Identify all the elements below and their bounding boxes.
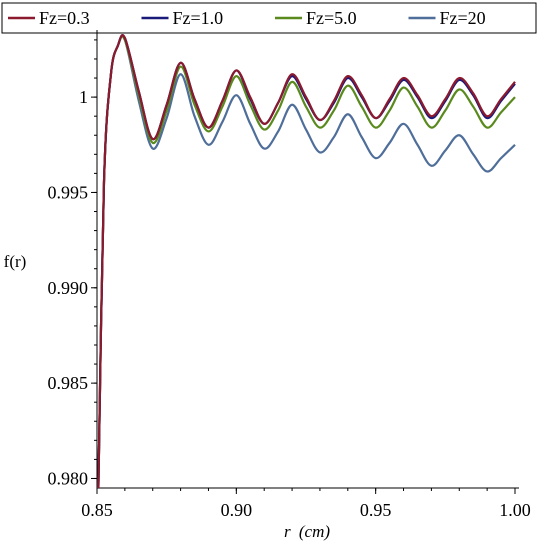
y-tick-label: 0.995: [48, 182, 89, 202]
x-tick-label: 0.90: [221, 500, 253, 520]
y-tick-label: 0.980: [48, 468, 89, 488]
x-tick-label: 0.85: [81, 500, 113, 520]
series-lines: [97, 34, 516, 489]
legend-label: Fz=20: [440, 8, 486, 28]
y-axis-ticks: 0.980 0.985 0.990 0.995 1: [48, 39, 97, 488]
series-line-fz-0-3: [97, 34, 516, 489]
legend-box: [1, 2, 537, 34]
y-tick-label: 0.985: [48, 373, 89, 393]
legend: Fz=0.3 Fz=1.0 Fz=5.0 Fz=20: [1, 2, 537, 34]
x-axis-label: r (cm): [284, 522, 330, 541]
x-tick-label: 1.00: [499, 500, 531, 520]
x-axis-label-variable: r: [284, 522, 291, 541]
series-line-fz-5-0: [97, 35, 516, 489]
y-tick-label: 0.990: [48, 278, 89, 298]
y-tick-label: 1: [79, 87, 88, 107]
legend-label: Fz=1.0: [173, 8, 224, 28]
series-line-fz-20: [97, 35, 516, 489]
x-axis-label-unit: (cm): [299, 522, 330, 541]
series-line-fz-1-0: [97, 34, 516, 489]
x-axis-ticks: 0.85 0.90 0.95 1.00: [81, 488, 531, 520]
y-axis-label: f(r): [4, 252, 27, 271]
axes: [96, 30, 519, 489]
legend-label: Fz=0.3: [39, 8, 90, 28]
legend-label: Fz=5.0: [306, 8, 357, 28]
x-tick-label: 0.95: [360, 500, 392, 520]
